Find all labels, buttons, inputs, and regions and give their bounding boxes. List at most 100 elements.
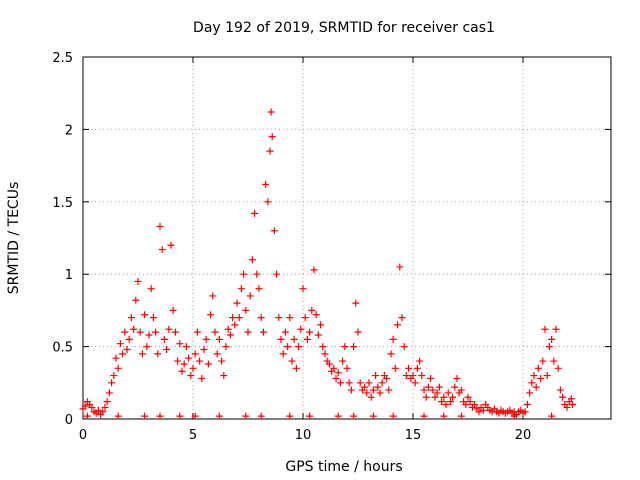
data-point <box>81 402 89 410</box>
data-point <box>222 343 230 351</box>
x-tick-label: 15 <box>405 428 422 443</box>
data-point <box>372 372 380 380</box>
data-point <box>165 325 173 333</box>
data-point <box>279 350 287 358</box>
data-point <box>523 401 531 409</box>
data-point <box>273 270 281 278</box>
data-point <box>288 357 296 365</box>
data-point <box>99 408 107 416</box>
y-tick-label: 0 <box>65 413 73 428</box>
data-point <box>528 379 536 387</box>
data-point <box>534 364 542 372</box>
data-point <box>457 412 465 420</box>
data-point <box>394 321 402 329</box>
data-point <box>270 227 278 235</box>
data-point <box>365 379 373 387</box>
data-point <box>94 406 102 414</box>
data-point <box>440 393 448 401</box>
data-point <box>537 374 545 382</box>
data-point <box>521 408 529 416</box>
data-point <box>275 314 283 322</box>
data-point <box>149 314 157 322</box>
data-point <box>416 357 424 365</box>
data-point <box>427 374 435 382</box>
data-point <box>171 328 179 336</box>
data-point <box>136 328 144 336</box>
y-tick-label: 2.5 <box>52 51 73 66</box>
data-point <box>178 367 186 375</box>
data-point <box>292 364 300 372</box>
data-point <box>466 398 474 406</box>
data-point <box>290 335 298 343</box>
data-point <box>354 328 362 336</box>
data-point <box>138 350 146 358</box>
data-point <box>176 412 184 420</box>
data-point <box>112 354 120 362</box>
y-tick-label: 1.5 <box>52 196 73 211</box>
data-point <box>167 241 175 249</box>
data-point <box>541 325 549 333</box>
data-point <box>101 403 109 411</box>
data-point <box>182 343 190 351</box>
data-point <box>433 389 441 397</box>
data-point <box>127 314 135 322</box>
data-point <box>385 386 393 394</box>
plot-frame <box>82 56 612 420</box>
x-axis-label: GPS time / hours <box>285 459 402 475</box>
data-point <box>409 372 417 380</box>
data-point <box>180 360 188 368</box>
data-point <box>200 345 208 353</box>
data-point <box>160 335 168 343</box>
data-point <box>530 372 538 380</box>
data-point <box>174 357 182 365</box>
data-point <box>462 401 470 409</box>
data-point <box>418 372 426 380</box>
x-tick-label: 10 <box>295 428 312 443</box>
axis-ticks: 0 5 10 15 20 0 0.5 1 1.5 2 2.5 <box>52 51 611 443</box>
data-point <box>83 412 91 420</box>
data-point <box>119 350 127 358</box>
data-point <box>303 335 311 343</box>
data-point <box>306 328 314 336</box>
data-point <box>550 357 558 365</box>
data-point <box>301 314 309 322</box>
x-tick-label: 20 <box>515 428 532 443</box>
data-point <box>286 314 294 322</box>
data-point <box>266 147 274 155</box>
data-point <box>116 340 124 348</box>
data-point <box>237 285 245 293</box>
y-tick-label: 0.5 <box>52 341 73 356</box>
data-point <box>257 314 265 322</box>
data-point <box>347 386 355 394</box>
data-point <box>198 374 206 382</box>
data-point <box>321 350 329 358</box>
data-point <box>123 345 131 353</box>
data-point <box>299 285 307 293</box>
data-point <box>213 350 221 358</box>
data-point <box>143 343 151 351</box>
data-point <box>350 412 358 420</box>
data-point <box>141 412 149 420</box>
data-point <box>334 412 342 420</box>
data-point <box>284 343 292 351</box>
data-point <box>383 374 391 382</box>
data-point <box>196 357 204 365</box>
data-point <box>363 389 371 397</box>
data-point <box>438 398 446 406</box>
data-point <box>405 364 413 372</box>
data-point <box>141 311 149 319</box>
data-point <box>156 222 164 230</box>
x-tick-label: 0 <box>79 428 87 443</box>
data-point <box>110 372 118 380</box>
data-point <box>453 374 461 382</box>
data-point <box>319 343 327 351</box>
data-point <box>105 389 113 397</box>
data-point <box>244 328 252 336</box>
data-point <box>446 398 454 406</box>
data-point <box>424 383 432 391</box>
data-point <box>440 412 448 420</box>
data-point <box>559 393 567 401</box>
data-point <box>306 412 314 420</box>
data-point <box>556 386 564 394</box>
